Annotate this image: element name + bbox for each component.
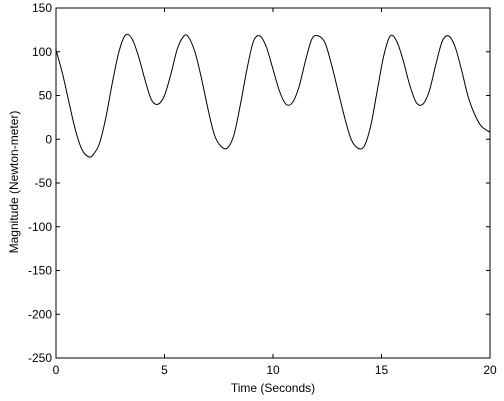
x-tick-label: 15 bbox=[375, 363, 389, 377]
y-tick-label: -150 bbox=[28, 264, 52, 278]
y-tick-label: -50 bbox=[35, 176, 53, 190]
x-tick-label: 5 bbox=[161, 363, 168, 377]
y-tick-label: 50 bbox=[39, 89, 53, 103]
y-axis-label: Magnitude (Newton-meter) bbox=[7, 111, 21, 254]
y-tick-label: -250 bbox=[28, 351, 52, 365]
y-tick-label: 100 bbox=[32, 45, 52, 59]
y-axis-ticks: -250 -200 -150 -100 -50 0 50 100 150 bbox=[28, 1, 490, 365]
y-tick-label: -100 bbox=[28, 220, 52, 234]
x-axis-ticks: 0 5 10 15 20 bbox=[53, 8, 497, 377]
x-axis-label: Time (Seconds) bbox=[231, 381, 315, 395]
y-tick-label: 150 bbox=[32, 1, 52, 15]
y-tick-label: -200 bbox=[28, 307, 52, 321]
x-tick-label: 20 bbox=[483, 363, 497, 377]
data-series-line bbox=[55, 33, 491, 158]
y-tick-label: 0 bbox=[45, 132, 52, 146]
x-tick-label: 0 bbox=[53, 363, 60, 377]
plot-area bbox=[55, 7, 491, 359]
x-tick-label: 10 bbox=[266, 363, 280, 377]
